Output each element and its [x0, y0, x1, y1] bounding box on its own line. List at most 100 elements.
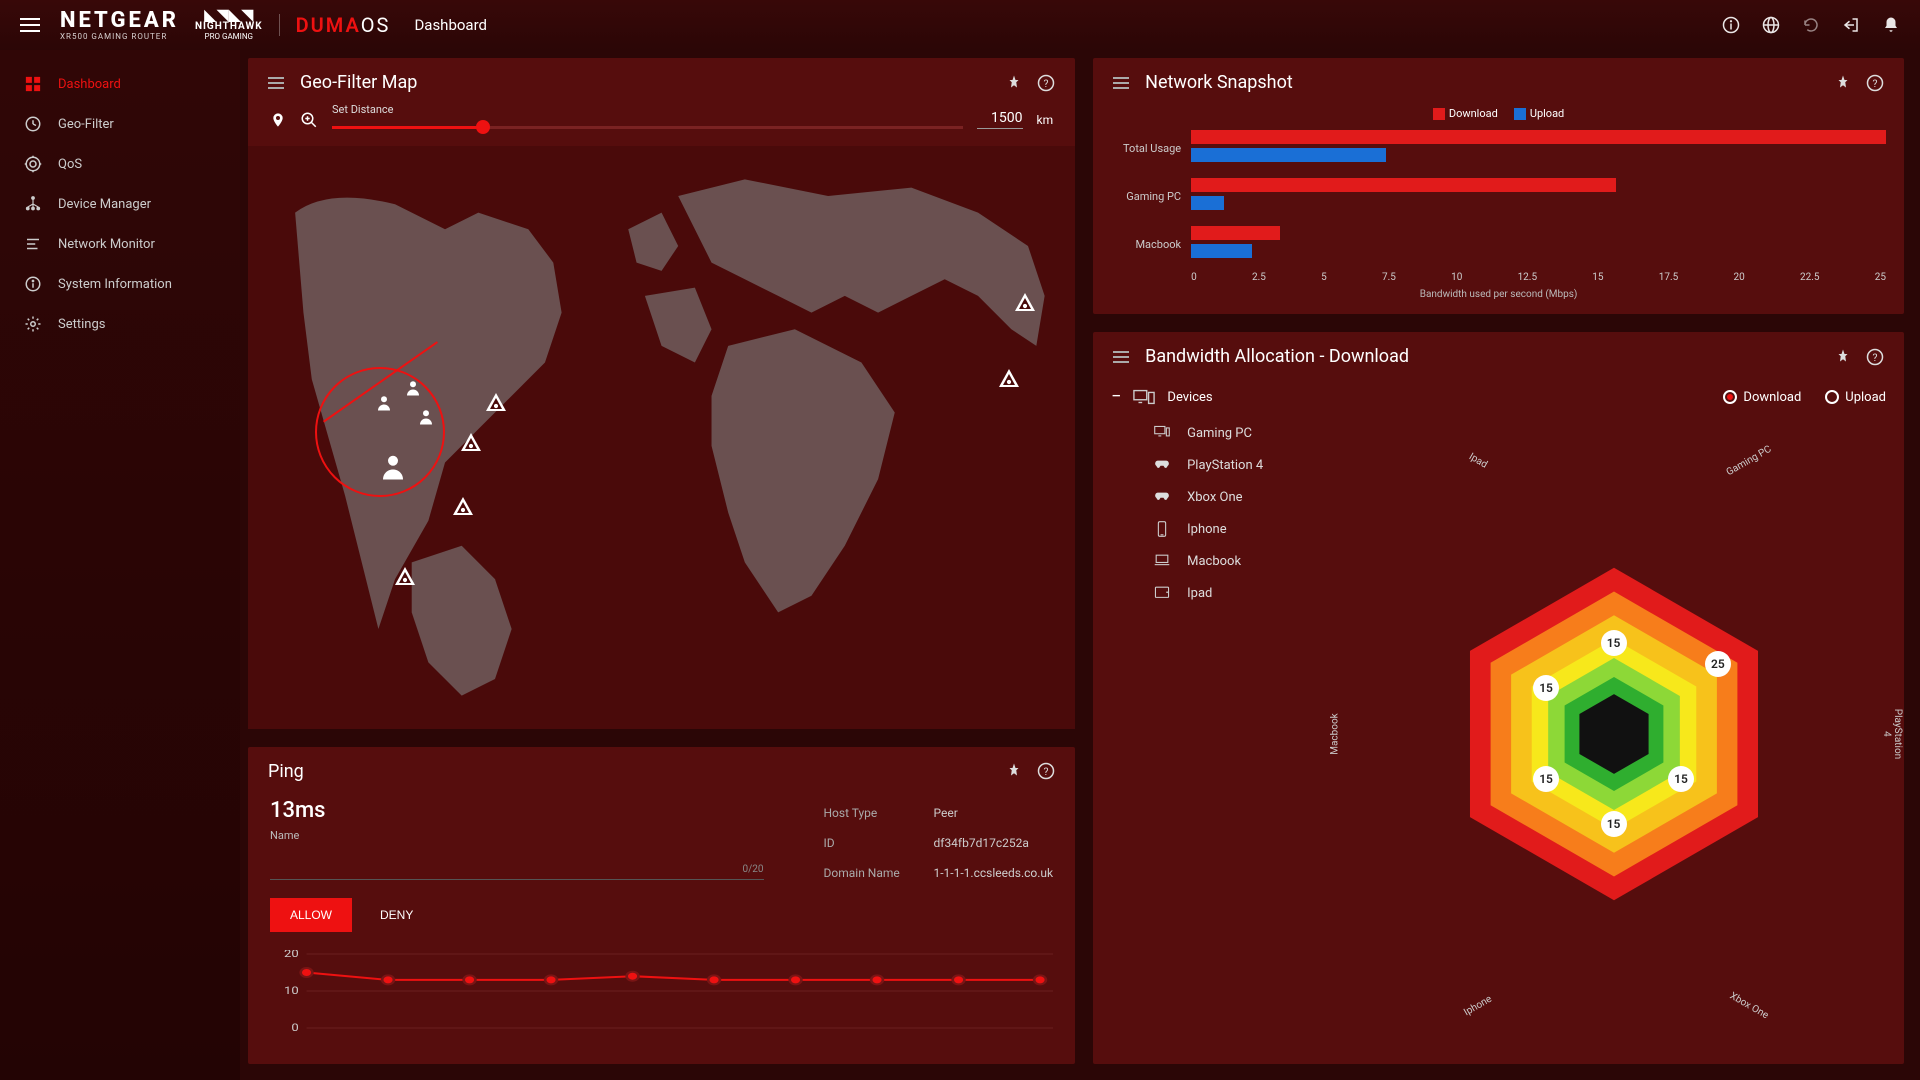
device-item-gaming-pc[interactable]: Gaming PC: [1151, 417, 1321, 449]
snapshot-title: Network Snapshot: [1145, 72, 1293, 93]
sidebar-item-system-information[interactable]: System Information: [0, 264, 240, 304]
snapshot-row: Macbook: [1111, 224, 1886, 264]
snapshot-panel: Network Snapshot ? Download Upload Total…: [1093, 58, 1904, 314]
ping-title: Ping: [268, 761, 304, 782]
distance-value[interactable]: 1500: [977, 110, 1023, 129]
sidebar-item-settings[interactable]: Settings: [0, 304, 240, 344]
help-icon[interactable]: ?: [1866, 348, 1884, 366]
allow-button[interactable]: ALLOW: [270, 898, 352, 932]
hex-node[interactable]: 15: [1533, 675, 1559, 701]
sidebar-item-device-manager[interactable]: Device Manager: [0, 184, 240, 224]
name-label: Name: [270, 829, 764, 842]
sidebar: DashboardGeo-FilterQoSDevice ManagerNetw…: [0, 50, 240, 1080]
brand-subtitle: XR500 GAMING ROUTER: [60, 32, 179, 41]
distance-label: Set Distance: [332, 103, 963, 116]
svg-text:20: 20: [284, 950, 299, 960]
drag-icon[interactable]: [1113, 77, 1129, 89]
ping-value: 13ms: [270, 798, 764, 823]
device-list: Gaming PCPlayStation 4Xbox OneIphoneMacb…: [1111, 417, 1321, 1050]
logo-block: NETGEAR XR500 GAMING ROUTER ◣◥◣◥ NIGHTHA…: [60, 9, 390, 40]
hex-label: Gaming PC: [1725, 443, 1774, 477]
server-marker[interactable]: [451, 495, 475, 519]
distance-unit: km: [1037, 113, 1054, 127]
page-title: Dashboard: [414, 16, 487, 34]
ping-chart: 0 10 20: [270, 950, 1053, 1040]
server-marker[interactable]: [393, 565, 417, 589]
zoom-icon[interactable]: [300, 111, 318, 129]
device-item-iphone[interactable]: Iphone: [1151, 513, 1321, 545]
sidebar-item-dashboard[interactable]: Dashboard: [0, 64, 240, 104]
hex-node[interactable]: 15: [1533, 766, 1559, 792]
world-map[interactable]: [248, 146, 1075, 729]
server-marker[interactable]: [459, 431, 483, 455]
player-marker[interactable]: [404, 379, 422, 397]
dumaos-logo: DUMAOS: [296, 13, 391, 37]
globe-icon[interactable]: [1762, 16, 1780, 34]
hex-node[interactable]: 15: [1668, 766, 1694, 792]
distance-slider[interactable]: [332, 120, 963, 136]
sidebar-item-qos[interactable]: QoS: [0, 144, 240, 184]
snapshot-legend: Download Upload: [1111, 107, 1886, 120]
hex-node[interactable]: 15: [1601, 630, 1627, 656]
nighthawk-logo: ◣◥◣◥ NIGHTHAWK PRO GAMING: [195, 9, 263, 40]
device-item-playstation-4[interactable]: PlayStation 4: [1151, 449, 1321, 481]
download-radio[interactable]: Download: [1723, 390, 1801, 405]
pin-icon[interactable]: [1005, 74, 1023, 92]
devices-label[interactable]: Devices: [1167, 390, 1212, 405]
snapshot-chart: Total Usage Gaming PC Macbook: [1111, 128, 1886, 264]
logout-icon[interactable]: [1842, 16, 1860, 34]
server-marker[interactable]: [1013, 291, 1037, 315]
deny-button[interactable]: DENY: [360, 898, 433, 932]
help-icon[interactable]: ?: [1037, 762, 1055, 780]
snapshot-row: Gaming PC: [1111, 176, 1886, 216]
player-marker[interactable]: [375, 394, 393, 412]
hex-label: Iphone: [1462, 994, 1494, 1019]
sidebar-item-network-monitor[interactable]: Network Monitor: [0, 224, 240, 264]
ping-panel: Ping ? 13ms Name 0/20 ALLOW: [248, 747, 1075, 1064]
hex-label: Ipad: [1467, 451, 1489, 470]
bell-icon[interactable]: [1882, 16, 1900, 34]
pin-icon[interactable]: [1834, 74, 1852, 92]
bandwidth-title: Bandwidth Allocation - Download: [1145, 346, 1409, 367]
server-marker[interactable]: [484, 391, 508, 415]
pin-icon[interactable]: [1834, 348, 1852, 366]
bandwidth-panel: Bandwidth Allocation - Download ? − Devi…: [1093, 332, 1904, 1064]
location-icon[interactable]: [270, 110, 286, 130]
hex-node[interactable]: 15: [1601, 811, 1627, 837]
hex-label: PlayStation 4: [1881, 708, 1903, 758]
device-item-ipad[interactable]: Ipad: [1151, 577, 1321, 609]
snapshot-row: Total Usage: [1111, 128, 1886, 168]
svg-text:?: ?: [1044, 765, 1049, 778]
geo-title: Geo-Filter Map: [300, 72, 417, 93]
drag-icon[interactable]: [268, 77, 284, 89]
upload-radio[interactable]: Upload: [1825, 390, 1886, 405]
drag-icon[interactable]: [1113, 351, 1129, 363]
sidebar-item-geo-filter[interactable]: Geo-Filter: [0, 104, 240, 144]
device-item-macbook[interactable]: Macbook: [1151, 545, 1321, 577]
player-marker[interactable]: [378, 452, 408, 482]
help-icon[interactable]: ?: [1866, 74, 1884, 92]
menu-icon[interactable]: [20, 18, 40, 32]
host-details: Host TypePeer IDdf34fb7d17c252a Domain N…: [824, 806, 1054, 880]
hex-node[interactable]: 25: [1705, 651, 1731, 677]
topbar: NETGEAR XR500 GAMING ROUTER ◣◥◣◥ NIGHTHA…: [0, 0, 1920, 50]
svg-text:10: 10: [284, 985, 299, 997]
svg-text:?: ?: [1873, 350, 1878, 363]
device-item-xbox-one[interactable]: Xbox One: [1151, 481, 1321, 513]
name-input[interactable]: 0/20: [270, 858, 764, 880]
svg-text:?: ?: [1044, 76, 1049, 89]
help-icon[interactable]: ?: [1037, 74, 1055, 92]
hex-label: Macbook: [1330, 713, 1341, 755]
svg-text:?: ?: [1873, 76, 1878, 89]
snapshot-axis: 02.557.51012.51517.52022.525: [1111, 272, 1886, 283]
info-icon[interactable]: [1722, 16, 1740, 34]
pin-icon[interactable]: [1005, 762, 1023, 780]
server-marker[interactable]: [997, 367, 1021, 391]
hex-chart[interactable]: Gaming PCPlayStation 4Xbox OneIphoneMacb…: [1341, 417, 1886, 1050]
brand-logo: NETGEAR: [60, 10, 179, 32]
hex-label: Xbox One: [1728, 991, 1770, 1022]
refresh-icon[interactable]: [1802, 16, 1820, 34]
svg-text:0: 0: [291, 1022, 298, 1034]
devices-icon: [1133, 389, 1155, 405]
player-marker[interactable]: [417, 408, 435, 426]
